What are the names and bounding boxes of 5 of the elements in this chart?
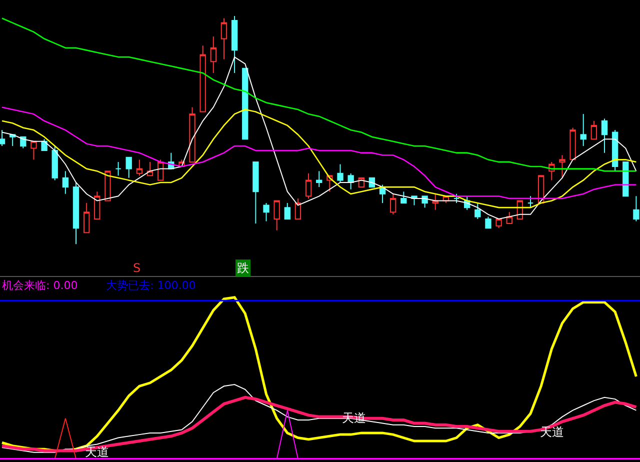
annotation: 天道 xyxy=(540,425,564,439)
text: 大势已去: 100.00 xyxy=(106,279,196,292)
text: S xyxy=(133,261,141,275)
text: 机会来临: 0.00 xyxy=(2,279,78,292)
text: 跌 xyxy=(237,261,249,275)
